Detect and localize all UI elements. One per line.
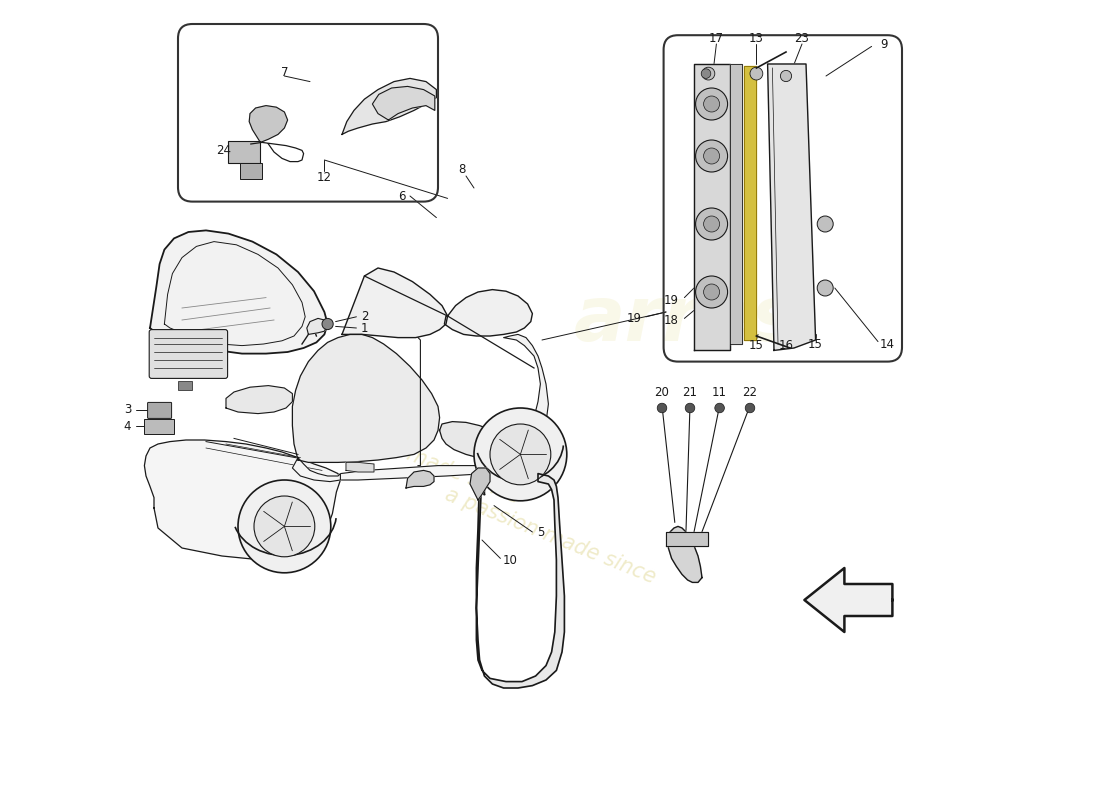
Polygon shape bbox=[293, 458, 340, 482]
Text: 8: 8 bbox=[459, 163, 465, 176]
Text: 9: 9 bbox=[881, 38, 888, 50]
Circle shape bbox=[685, 403, 695, 413]
Polygon shape bbox=[307, 318, 328, 334]
Text: 3: 3 bbox=[124, 403, 131, 416]
Polygon shape bbox=[340, 466, 510, 480]
FancyBboxPatch shape bbox=[240, 163, 262, 179]
Polygon shape bbox=[470, 468, 490, 500]
Polygon shape bbox=[342, 268, 448, 338]
Circle shape bbox=[254, 496, 315, 557]
Bar bbox=[144, 419, 174, 434]
Text: 24: 24 bbox=[216, 144, 231, 157]
Polygon shape bbox=[768, 64, 815, 350]
Circle shape bbox=[715, 403, 725, 413]
Polygon shape bbox=[406, 470, 434, 488]
Circle shape bbox=[695, 88, 727, 120]
Circle shape bbox=[702, 67, 715, 80]
Circle shape bbox=[817, 216, 833, 232]
Polygon shape bbox=[144, 440, 340, 560]
Text: 18: 18 bbox=[664, 314, 679, 326]
Circle shape bbox=[704, 284, 719, 300]
Text: 17: 17 bbox=[708, 32, 724, 45]
Circle shape bbox=[657, 403, 667, 413]
Text: 2: 2 bbox=[361, 310, 368, 322]
Circle shape bbox=[817, 280, 833, 296]
Polygon shape bbox=[444, 290, 532, 336]
FancyBboxPatch shape bbox=[229, 141, 261, 163]
Circle shape bbox=[474, 408, 566, 501]
Text: a passion made since: a passion made since bbox=[306, 405, 522, 507]
FancyBboxPatch shape bbox=[147, 402, 172, 418]
Text: 15: 15 bbox=[808, 338, 823, 350]
Text: 16: 16 bbox=[779, 339, 793, 352]
Text: 19: 19 bbox=[627, 312, 641, 325]
Circle shape bbox=[704, 216, 719, 232]
Polygon shape bbox=[250, 106, 287, 142]
Circle shape bbox=[695, 208, 727, 240]
Text: 21: 21 bbox=[682, 386, 697, 398]
Polygon shape bbox=[804, 568, 892, 632]
Polygon shape bbox=[666, 532, 708, 546]
Circle shape bbox=[695, 140, 727, 172]
Text: 1: 1 bbox=[361, 322, 368, 334]
Circle shape bbox=[238, 480, 331, 573]
Polygon shape bbox=[514, 424, 540, 454]
Text: 5: 5 bbox=[537, 526, 544, 538]
Polygon shape bbox=[744, 66, 757, 340]
Text: 7: 7 bbox=[280, 66, 288, 78]
Circle shape bbox=[701, 69, 711, 78]
Polygon shape bbox=[226, 386, 293, 414]
Text: 4: 4 bbox=[124, 420, 131, 433]
Text: 11: 11 bbox=[712, 386, 727, 398]
Circle shape bbox=[695, 276, 727, 308]
Circle shape bbox=[745, 403, 755, 413]
Circle shape bbox=[322, 318, 333, 330]
Text: 10: 10 bbox=[503, 554, 517, 566]
Circle shape bbox=[780, 70, 792, 82]
Polygon shape bbox=[346, 462, 374, 472]
Text: 13: 13 bbox=[749, 32, 763, 45]
Polygon shape bbox=[440, 422, 525, 460]
Text: 20: 20 bbox=[654, 386, 670, 398]
Text: 6: 6 bbox=[398, 190, 406, 202]
Text: a passion made since: a passion made since bbox=[442, 485, 658, 587]
Circle shape bbox=[704, 148, 719, 164]
Text: 12: 12 bbox=[317, 171, 332, 184]
Polygon shape bbox=[476, 474, 564, 688]
Text: 19: 19 bbox=[664, 294, 679, 306]
Polygon shape bbox=[669, 526, 702, 582]
Polygon shape bbox=[373, 86, 434, 120]
Text: 14: 14 bbox=[880, 338, 895, 350]
Text: 23: 23 bbox=[794, 32, 810, 45]
Polygon shape bbox=[342, 78, 437, 134]
Bar bbox=[178, 381, 192, 390]
Circle shape bbox=[750, 67, 762, 80]
Polygon shape bbox=[694, 64, 730, 350]
Polygon shape bbox=[730, 64, 743, 344]
Circle shape bbox=[490, 424, 551, 485]
Circle shape bbox=[704, 96, 719, 112]
Polygon shape bbox=[150, 230, 328, 354]
Text: 22: 22 bbox=[742, 386, 758, 398]
FancyBboxPatch shape bbox=[150, 330, 228, 378]
Text: 15: 15 bbox=[749, 339, 763, 352]
Polygon shape bbox=[504, 334, 549, 466]
Polygon shape bbox=[293, 334, 440, 462]
Text: arres: arres bbox=[574, 283, 798, 357]
